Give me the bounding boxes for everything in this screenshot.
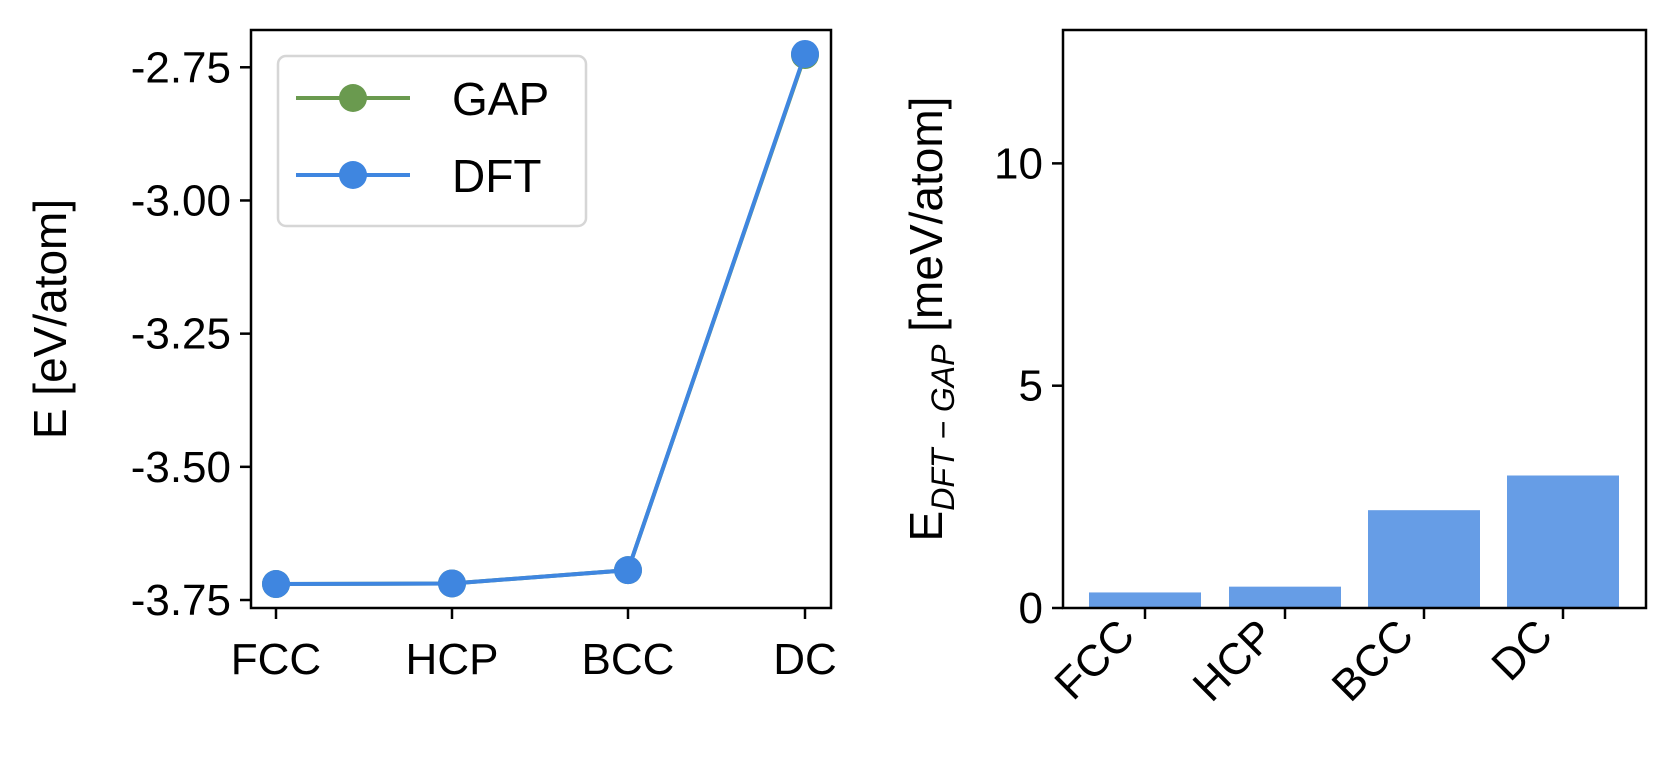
- line-y-axis-title: E [eV/atom]: [24, 199, 76, 439]
- point-dft-fcc: [262, 570, 290, 599]
- bar-x-tick-label: FCC: [1045, 610, 1144, 709]
- bar-bcc: [1368, 510, 1480, 608]
- bar-x-axis: FCC HCP BCC DC: [1045, 608, 1565, 711]
- bar-y-axis-title-base: E: [900, 511, 952, 542]
- bar-chart: 0 5 10 FCC HCP BCC DC EDFT − GAP [meV/atom]: [900, 28, 1648, 711]
- bar-y-tick-label: 0: [1019, 584, 1043, 633]
- line-y-tick-label: -3.00: [131, 176, 231, 225]
- bar-y-tick-label: 10: [994, 139, 1043, 188]
- bar-y-tick-label: 5: [1019, 362, 1043, 411]
- bar-y-axis-title-sub: DFT − GAP: [925, 344, 961, 511]
- bar-chart-frame: [1061, 28, 1648, 610]
- line-x-tick-label: BCC: [582, 635, 675, 684]
- legend-gap-label: GAP: [452, 73, 549, 125]
- line-x-axis: FCC HCP BCC DC: [231, 608, 837, 684]
- bar-series: [1089, 475, 1619, 608]
- line-y-tick-label: -2.75: [131, 43, 231, 92]
- legend-entry-gap: GAP: [296, 73, 549, 125]
- bar-fcc: [1089, 592, 1201, 608]
- bar-x-tick-label: HCP: [1184, 610, 1284, 710]
- bar-x-tick-label: BCC: [1323, 610, 1423, 710]
- point-dft-bcc: [614, 556, 642, 585]
- line-chart-frame: [249, 28, 833, 610]
- line-y-tick-label: -3.75: [131, 576, 231, 625]
- bar-x-tick-label: DC: [1482, 610, 1562, 690]
- line-y-axis: -3.75 -3.50 -3.25 -3.00 -2.75: [131, 43, 251, 625]
- legend-gap-marker: [339, 84, 367, 112]
- legend-dft-label: DFT: [452, 150, 541, 202]
- line-x-tick-label: HCP: [406, 635, 499, 684]
- line-chart: -3.75 -3.50 -3.25 -3.00 -2.75 FCC HCP BCC DC E …: [24, 28, 837, 684]
- line-y-tick-label: -3.25: [131, 310, 231, 359]
- bar-y-axis-title-unit: [meV/atom]: [900, 97, 952, 345]
- bar-hcp: [1229, 586, 1341, 608]
- bar-y-axis-title: EDFT − GAP [meV/atom]: [900, 97, 961, 542]
- line-y-tick-label: -3.50: [131, 443, 231, 492]
- series-line-dft: [275, 53, 807, 587]
- point-dft-dc: [791, 39, 819, 68]
- legend-entry-dft: DFT: [296, 150, 541, 202]
- point-dft-hcp: [438, 569, 466, 598]
- legend: GAP DFT: [276, 54, 588, 228]
- bar-dc: [1507, 475, 1619, 608]
- line-series-group: [262, 39, 819, 599]
- line-x-tick-label: FCC: [231, 635, 321, 684]
- bar-y-axis: 0 5 10: [994, 139, 1063, 633]
- legend-dft-marker: [339, 161, 367, 189]
- line-x-tick-label: DC: [773, 635, 837, 684]
